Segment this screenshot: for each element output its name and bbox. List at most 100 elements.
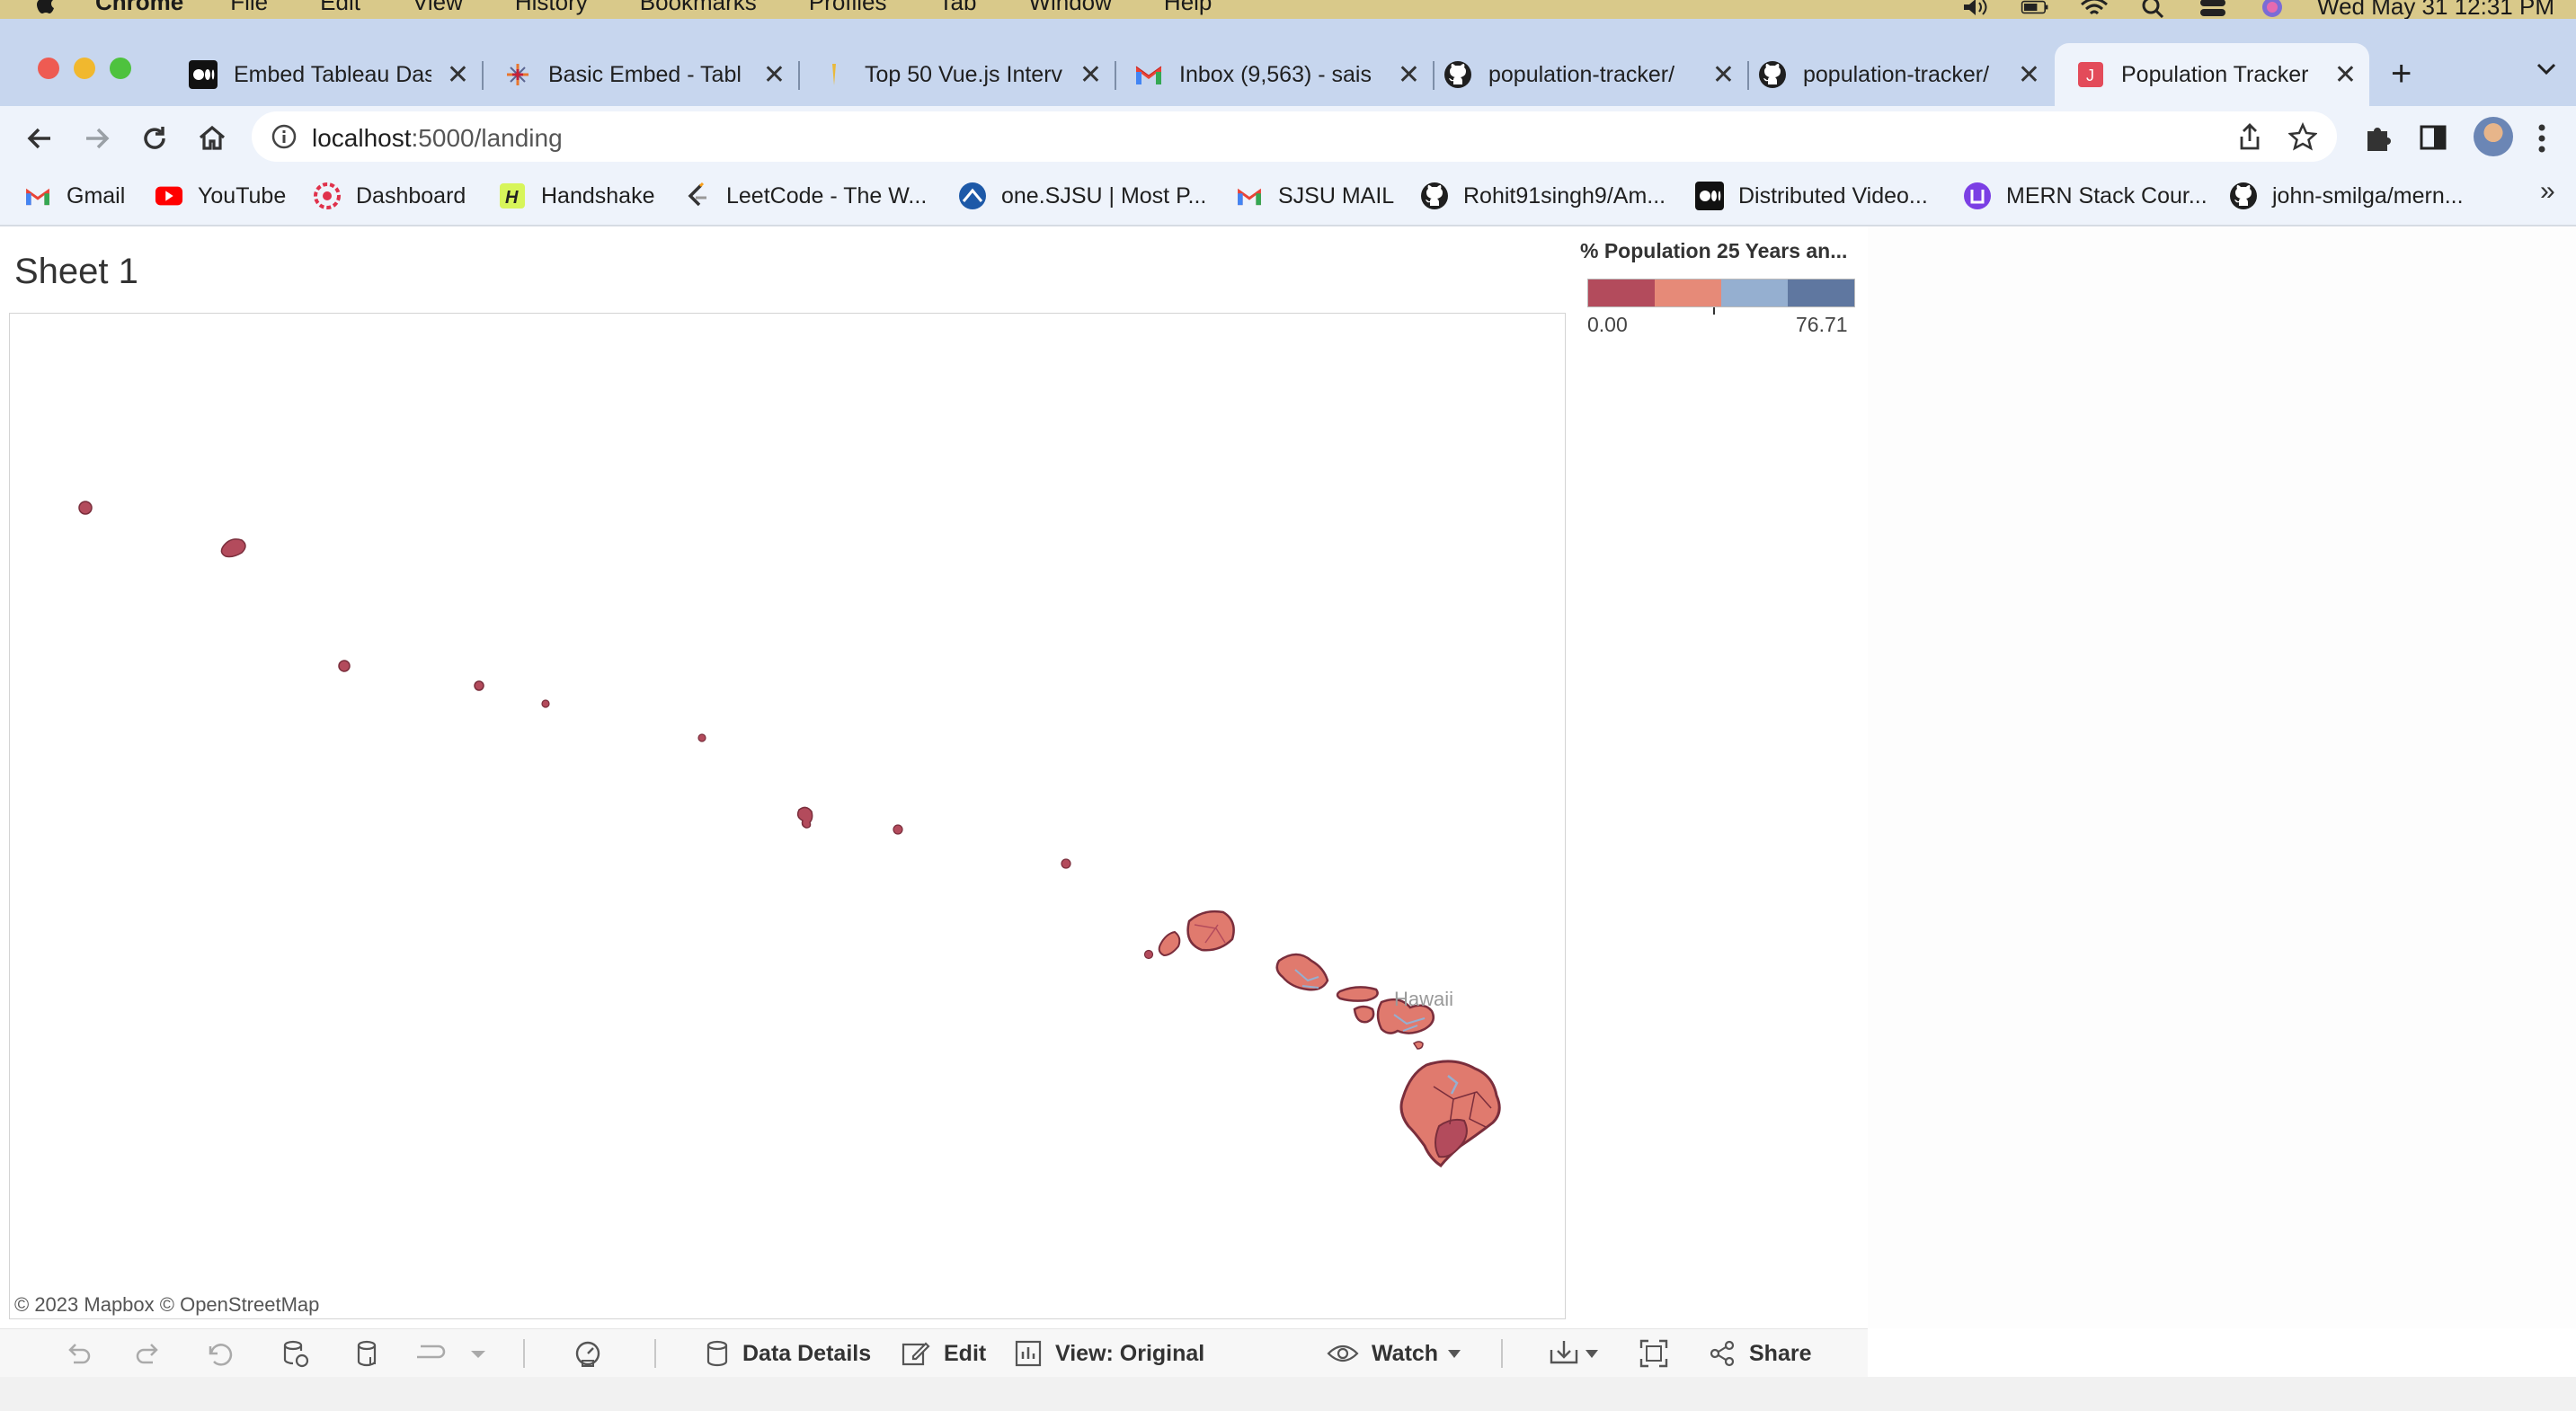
performance-icon[interactable] bbox=[572, 1337, 604, 1370]
island-necker[interactable] bbox=[893, 824, 903, 835]
window-zoom-button[interactable] bbox=[110, 58, 131, 79]
island-kauai[interactable] bbox=[1186, 910, 1235, 952]
reload-icon[interactable] bbox=[138, 122, 171, 155]
menu-bookmarks[interactable]: Bookmarks bbox=[639, 0, 757, 15]
menu-tab[interactable]: Tab bbox=[938, 0, 977, 15]
side-panel-icon[interactable] bbox=[2416, 120, 2450, 155]
fullscreen-icon[interactable] bbox=[1638, 1337, 1670, 1370]
redo-arrow-disabled-icon[interactable] bbox=[413, 1337, 449, 1370]
extensions-puzzle-icon[interactable] bbox=[2360, 120, 2394, 155]
window-close-button[interactable] bbox=[38, 58, 59, 79]
map-attribution[interactable]: © 2023 Mapbox © OpenStreetMap bbox=[14, 1293, 320, 1316]
apple-icon[interactable] bbox=[34, 0, 58, 15]
control-center-icon[interactable] bbox=[2198, 0, 2227, 18]
menu-view[interactable]: View bbox=[412, 0, 463, 15]
tab-gmail-inbox[interactable]: Inbox (9,563) - sais ✕ bbox=[1125, 43, 1435, 106]
island-midway[interactable] bbox=[220, 538, 246, 558]
map-viewport[interactable]: Hawaii bbox=[9, 313, 1566, 1319]
island-maui[interactable] bbox=[1376, 998, 1435, 1034]
bookmark-distributed-video[interactable]: Distributed Video... bbox=[1695, 178, 1928, 214]
tab-github-2[interactable]: population-tracker/ ✕ bbox=[1758, 43, 2053, 106]
bookmark-handshake[interactable]: H Handshake bbox=[498, 178, 654, 214]
bookmark-star-icon[interactable] bbox=[2288, 122, 2317, 151]
volume-icon[interactable] bbox=[1961, 0, 1990, 18]
view-original-button[interactable]: View: Original bbox=[1014, 1337, 1204, 1370]
revert-icon[interactable] bbox=[203, 1337, 235, 1370]
color-legend-bar[interactable] bbox=[1587, 279, 1855, 307]
bookmark-dashboard[interactable]: Dashboard bbox=[313, 178, 466, 214]
url-text[interactable]: localhost:5000/landing bbox=[312, 124, 563, 153]
back-arrow-icon[interactable] bbox=[23, 122, 56, 155]
tab-close-icon[interactable]: ✕ bbox=[446, 59, 469, 90]
new-tab-icon[interactable]: + bbox=[2391, 54, 2412, 93]
watch-button[interactable]: Watch bbox=[1327, 1337, 1463, 1370]
url-host: localhost bbox=[312, 124, 412, 152]
bookmark-mern-course[interactable]: MERN Stack Cour... bbox=[1963, 178, 2207, 214]
bookmarks-overflow-icon[interactable]: » bbox=[2540, 176, 2555, 206]
menu-file[interactable]: File bbox=[230, 0, 269, 15]
pause-updates-icon[interactable] bbox=[351, 1337, 383, 1370]
bookmark-youtube[interactable]: YouTube bbox=[155, 178, 286, 214]
menu-window[interactable]: Window bbox=[1028, 0, 1112, 15]
menu-edit[interactable]: Edit bbox=[320, 0, 360, 15]
legend-title[interactable]: % Population 25 Years an... bbox=[1580, 239, 1848, 262]
address-bar[interactable]: localhost:5000/landing bbox=[252, 111, 2337, 162]
island-french-frigate[interactable] bbox=[796, 806, 813, 829]
share-button[interactable]: Share bbox=[1708, 1337, 1811, 1370]
wifi-icon[interactable] bbox=[2080, 0, 2109, 18]
battery-icon[interactable] bbox=[2021, 0, 2049, 18]
island-kure[interactable] bbox=[78, 501, 93, 515]
redo-dropdown-icon[interactable] bbox=[467, 1337, 489, 1370]
window-minimize-button[interactable] bbox=[74, 58, 95, 79]
tab-github-1[interactable]: population-tracker/ ✕ bbox=[1443, 43, 1749, 106]
menu-history[interactable]: History bbox=[514, 0, 588, 15]
island-lanai[interactable] bbox=[1353, 1005, 1375, 1024]
big-island-low-tract[interactable] bbox=[1435, 1118, 1468, 1158]
tab-close-icon[interactable]: ✕ bbox=[1711, 59, 1735, 90]
island-kahoolawe[interactable] bbox=[1412, 1041, 1424, 1050]
island-nihoa[interactable] bbox=[1061, 858, 1071, 869]
site-info-icon[interactable] bbox=[271, 124, 297, 149]
bookmark-john-smilga[interactable]: john-smilga/mern... bbox=[2229, 178, 2464, 214]
island-maro-reef[interactable] bbox=[541, 699, 550, 708]
download-icon[interactable] bbox=[1548, 1337, 1602, 1370]
tab-basic-embed[interactable]: Basic Embed - Tabl ✕ bbox=[493, 43, 800, 106]
island-laysan[interactable] bbox=[474, 680, 484, 691]
tab-close-icon[interactable]: ✕ bbox=[1079, 59, 1102, 90]
tab-population-tracker[interactable]: J Population Tracker ✕ bbox=[2055, 43, 2369, 106]
redo-icon[interactable] bbox=[133, 1337, 165, 1370]
island-oahu[interactable] bbox=[1275, 953, 1329, 991]
tab-close-icon[interactable]: ✕ bbox=[762, 59, 786, 90]
bookmark-one-sjsu[interactable]: one.SJSU | Most P... bbox=[958, 178, 1206, 214]
hawaii-map[interactable]: Hawaii bbox=[10, 314, 1565, 1318]
menu-profiles[interactable]: Profiles bbox=[808, 0, 887, 15]
island-molokai[interactable] bbox=[1336, 986, 1379, 1002]
bookmark-rohit-repo[interactable]: Rohit91singh9/Am... bbox=[1420, 178, 1666, 214]
menu-help[interactable]: Help bbox=[1163, 0, 1212, 15]
refresh-data-icon[interactable] bbox=[279, 1337, 311, 1370]
tab-close-icon[interactable]: ✕ bbox=[1397, 59, 1420, 90]
island-gardner[interactable] bbox=[697, 733, 706, 742]
edit-button[interactable]: Edit bbox=[901, 1337, 986, 1370]
profile-avatar[interactable] bbox=[2474, 117, 2513, 156]
spotlight-search-icon[interactable] bbox=[2139, 0, 2168, 18]
island-lisianski[interactable] bbox=[338, 660, 351, 672]
more-menu-icon[interactable] bbox=[2536, 120, 2547, 156]
tab-close-icon[interactable]: ✕ bbox=[2017, 59, 2040, 90]
bookmark-sjsu-mail[interactable]: SJSU MAIL bbox=[1235, 178, 1394, 214]
data-details-button[interactable]: Data Details bbox=[705, 1337, 871, 1370]
menu-app[interactable]: Chrome bbox=[95, 0, 184, 15]
home-icon[interactable] bbox=[196, 122, 228, 155]
tab-search-chevron-icon[interactable] bbox=[2535, 59, 2558, 77]
bookmark-leetcode[interactable]: LeetCode - The W... bbox=[683, 178, 927, 214]
tab-embed-tableau[interactable]: Embed Tableau Das ✕ bbox=[176, 43, 484, 106]
undo-icon[interactable] bbox=[61, 1337, 93, 1370]
siri-icon[interactable] bbox=[2258, 0, 2287, 18]
share-page-icon[interactable] bbox=[2236, 122, 2263, 151]
bookmark-gmail[interactable]: Gmail bbox=[23, 178, 125, 214]
island-niihau[interactable] bbox=[1158, 930, 1181, 957]
tab-vue-interview[interactable]: Top 50 Vue.js Interv ✕ bbox=[809, 43, 1116, 106]
island-lehua[interactable] bbox=[1143, 949, 1154, 960]
tab-close-icon[interactable]: ✕ bbox=[2333, 59, 2357, 90]
forward-arrow-icon[interactable] bbox=[81, 122, 113, 155]
